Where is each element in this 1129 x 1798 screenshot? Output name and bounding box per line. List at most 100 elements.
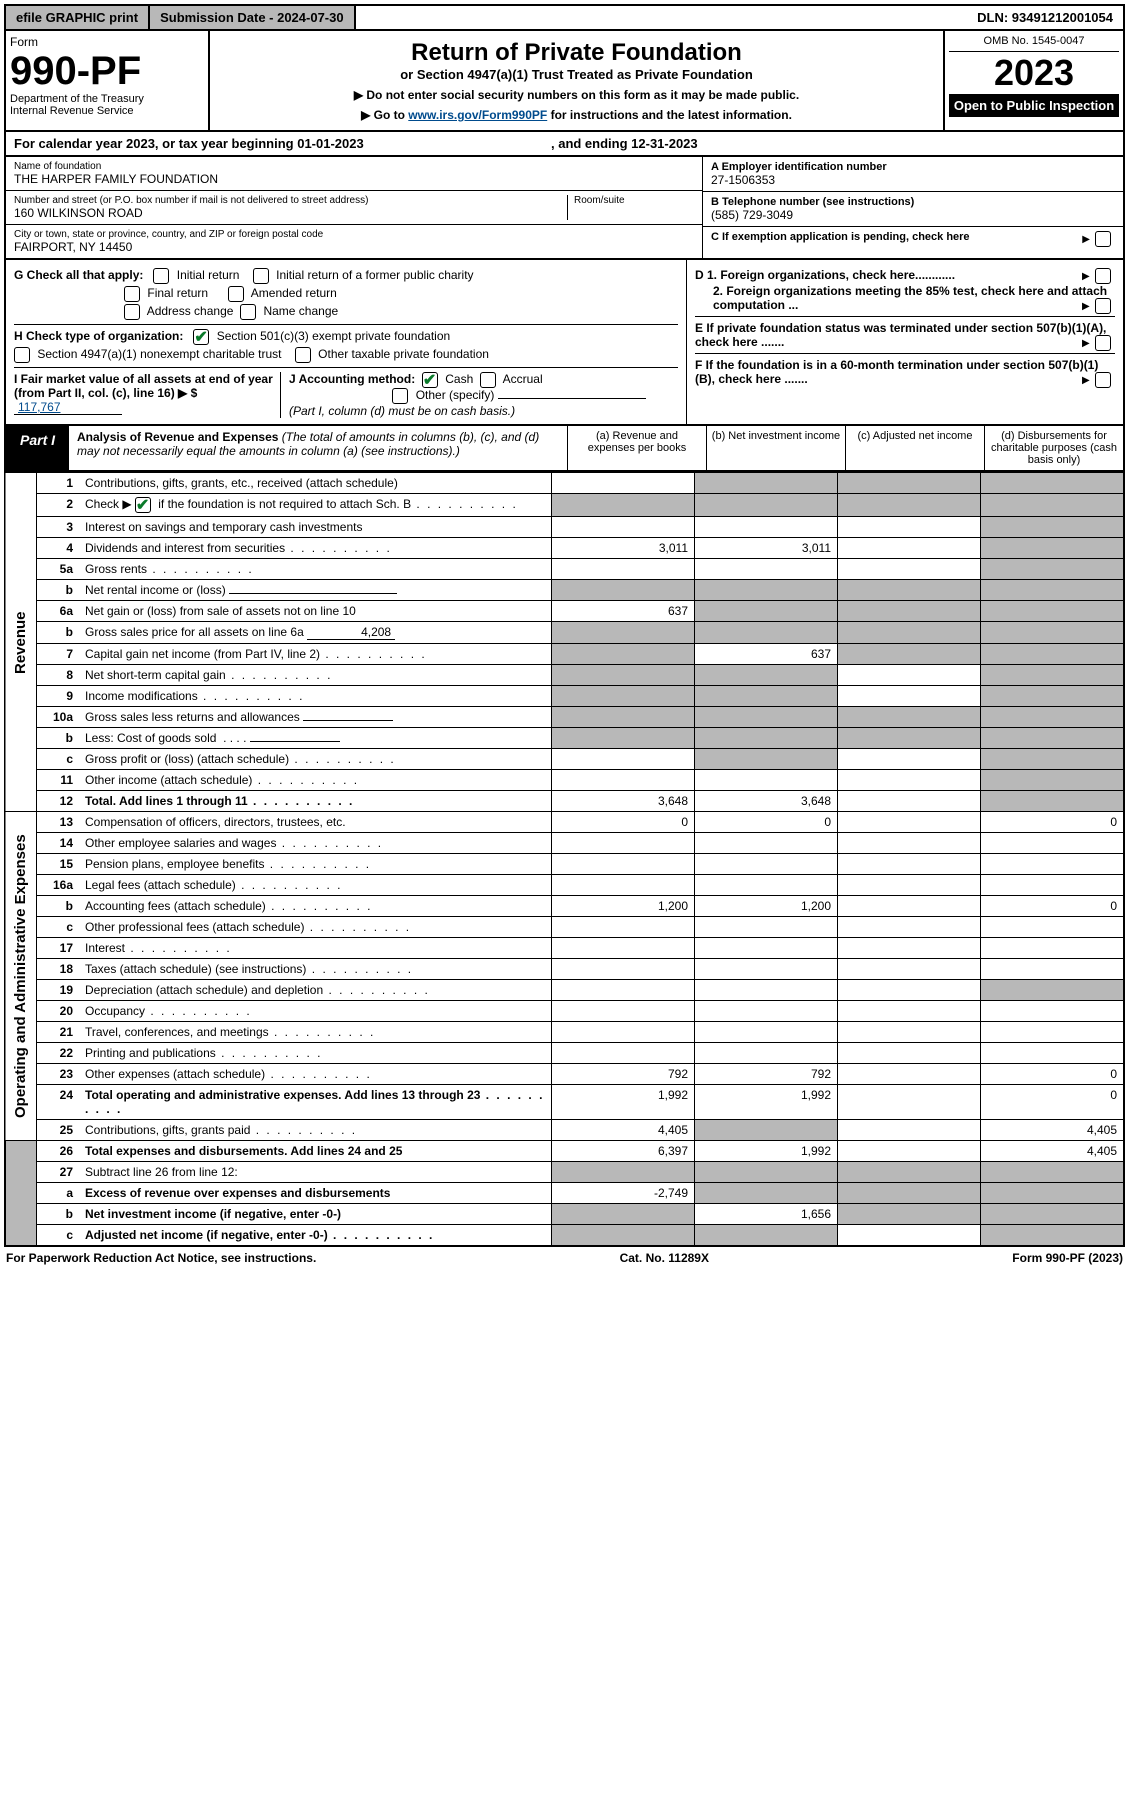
cash-checkbox[interactable] <box>422 372 438 388</box>
d2-checkbox[interactable] <box>1095 298 1111 314</box>
line-16c: cOther professional fees (attach schedul… <box>5 917 1124 938</box>
line-6b: bGross sales price for all assets on lin… <box>5 622 1124 644</box>
line-12: 12Total. Add lines 1 through 11 3,6483,6… <box>5 791 1124 812</box>
g-row: G Check all that apply: Initial return I… <box>14 268 678 284</box>
line-10b: bLess: Cost of goods sold . . . . <box>5 728 1124 749</box>
d1-checkbox[interactable] <box>1095 268 1111 284</box>
topbar-spacer <box>356 6 968 29</box>
line-23: 23Other expenses (attach schedule) 79279… <box>5 1064 1124 1085</box>
arrow-icon <box>1082 298 1092 312</box>
address-cell: Number and street (or P.O. box number if… <box>6 191 702 225</box>
submission-date-box: Submission Date - 2024-07-30 <box>150 6 356 29</box>
other-method-checkbox[interactable] <box>392 388 408 404</box>
name-change-checkbox[interactable] <box>240 304 256 320</box>
line-2: 2Check ▶ if the foundation is not requir… <box>5 494 1124 517</box>
line-27c: cAdjusted net income (if negative, enter… <box>5 1225 1124 1247</box>
col-a-header: (a) Revenue and expenses per books <box>568 426 706 470</box>
line-21: 21Travel, conferences, and meetings <box>5 1022 1124 1043</box>
city-cell: City or town, state or province, country… <box>6 225 702 258</box>
goto-note: ▶ Go to www.irs.gov/Form990PF for instru… <box>220 108 933 122</box>
arrow-icon <box>1082 372 1092 386</box>
d2-row: 2. Foreign organizations meeting the 85%… <box>695 284 1115 312</box>
ein-value: 27-1506353 <box>711 173 1115 187</box>
form-title-block: Return of Private Foundation or Section … <box>210 31 943 130</box>
part1-table: Revenue 1Contributions, gifts, grants, e… <box>4 472 1125 1247</box>
line-5a: 5aGross rents <box>5 559 1124 580</box>
irs-link[interactable]: www.irs.gov/Form990PF <box>408 108 547 122</box>
line-1: Revenue 1Contributions, gifts, grants, e… <box>5 473 1124 494</box>
checks-left: G Check all that apply: Initial return I… <box>6 260 687 424</box>
address-change-checkbox[interactable] <box>124 304 140 320</box>
foundation-name-cell: Name of foundation THE HARPER FAMILY FOU… <box>6 157 702 191</box>
foundation-name: THE HARPER FAMILY FOUNDATION <box>14 172 694 186</box>
arrow-icon <box>1082 233 1092 245</box>
city-state-zip: FAIRPORT, NY 14450 <box>14 240 694 254</box>
catalog-number: Cat. No. 11289X <box>620 1251 709 1265</box>
irs-label: Internal Revenue Service <box>10 105 200 117</box>
efile-print-button[interactable]: efile GRAPHIC print <box>6 6 150 29</box>
line-9: 9Income modifications <box>5 686 1124 707</box>
part1-header: Part I Analysis of Revenue and Expenses … <box>4 426 1125 472</box>
501c3-checkbox[interactable] <box>193 329 209 345</box>
exemption-pending-cell: C If exemption application is pending, c… <box>703 227 1123 247</box>
col-d-header: (d) Disbursements for charitable purpose… <box>984 426 1123 470</box>
col-c-header: (c) Adjusted net income <box>845 426 984 470</box>
i-j-row: I Fair market value of all assets at end… <box>14 367 678 418</box>
street-address: 160 WILKINSON ROAD <box>14 206 567 220</box>
line-15: 15Pension plans, employee benefits <box>5 854 1124 875</box>
line-8: 8Net short-term capital gain <box>5 665 1124 686</box>
final-return-checkbox[interactable] <box>124 286 140 302</box>
line-27: 27Subtract line 26 from line 12: <box>5 1162 1124 1183</box>
room-suite-label: Room/suite <box>574 195 694 206</box>
h-row: H Check type of organization: Section 50… <box>14 324 678 345</box>
ssn-note: ▶ Do not enter social security numbers o… <box>220 88 933 102</box>
exemption-checkbox[interactable] <box>1095 231 1111 247</box>
line-14: 14Other employee salaries and wages <box>5 833 1124 854</box>
omb-label: OMB No. 1545-0047 <box>949 35 1119 52</box>
line-10a: 10aGross sales less returns and allowanc… <box>5 707 1124 728</box>
calendar-year-row: For calendar year 2023, or tax year begi… <box>4 132 1125 157</box>
dln-label: DLN: 93491212001054 <box>967 6 1123 29</box>
page-footer: For Paperwork Reduction Act Notice, see … <box>4 1247 1125 1269</box>
accrual-checkbox[interactable] <box>480 372 496 388</box>
d1-row: D 1. Foreign organizations, check here..… <box>695 268 1115 282</box>
line-4: 4Dividends and interest from securities … <box>5 538 1124 559</box>
schb-checkbox[interactable] <box>135 497 151 513</box>
opex-side-label: Operating and Administrative Expenses <box>5 812 37 1141</box>
line-11: 11Other income (attach schedule) <box>5 770 1124 791</box>
id-right-col: A Employer identification number 27-1506… <box>702 157 1123 258</box>
amended-return-checkbox[interactable] <box>228 286 244 302</box>
efile-topbar: efile GRAPHIC print Submission Date - 20… <box>4 4 1125 31</box>
line-26: 26Total expenses and disbursements. Add … <box>5 1141 1124 1162</box>
other-taxable-checkbox[interactable] <box>295 347 311 363</box>
form-title: Return of Private Foundation <box>220 39 933 67</box>
arrow-icon <box>1082 335 1092 349</box>
identification-section: Name of foundation THE HARPER FAMILY FOU… <box>4 157 1125 260</box>
line-16a: 16aLegal fees (attach schedule) <box>5 875 1124 896</box>
4947a1-checkbox[interactable] <box>14 347 30 363</box>
tax-year: 2023 <box>949 52 1119 94</box>
revenue-side-label: Revenue <box>5 473 37 812</box>
line-3: 3Interest on savings and temporary cash … <box>5 517 1124 538</box>
ein-cell: A Employer identification number 27-1506… <box>703 157 1123 192</box>
form-number: 990-PF <box>10 51 200 91</box>
e-checkbox[interactable] <box>1095 335 1111 351</box>
initial-return-former-checkbox[interactable] <box>253 268 269 284</box>
cash-basis-note: (Part I, column (d) must be on cash basi… <box>289 404 515 418</box>
part1-columns: (a) Revenue and expenses per books (b) N… <box>567 426 1123 470</box>
line-13: Operating and Administrative Expenses 13… <box>5 812 1124 833</box>
f-checkbox[interactable] <box>1095 372 1111 388</box>
phone-cell: B Telephone number (see instructions) (5… <box>703 192 1123 227</box>
line-19: 19Depreciation (attach schedule) and dep… <box>5 980 1124 1001</box>
line-22: 22Printing and publications <box>5 1043 1124 1064</box>
line-6b-value: 4,208 <box>307 625 395 640</box>
form-subtitle: or Section 4947(a)(1) Trust Treated as P… <box>220 67 933 82</box>
line-6a: 6aNet gain or (loss) from sale of assets… <box>5 601 1124 622</box>
line-24: 24Total operating and administrative exp… <box>5 1085 1124 1120</box>
checks-right: D 1. Foreign organizations, check here..… <box>687 260 1123 424</box>
f-row: F If the foundation is in a 60-month ter… <box>695 353 1115 386</box>
line-5b: bNet rental income or (loss) <box>5 580 1124 601</box>
initial-return-checkbox[interactable] <box>153 268 169 284</box>
line-18: 18Taxes (attach schedule) (see instructi… <box>5 959 1124 980</box>
part1-tag: Part I <box>6 426 69 470</box>
